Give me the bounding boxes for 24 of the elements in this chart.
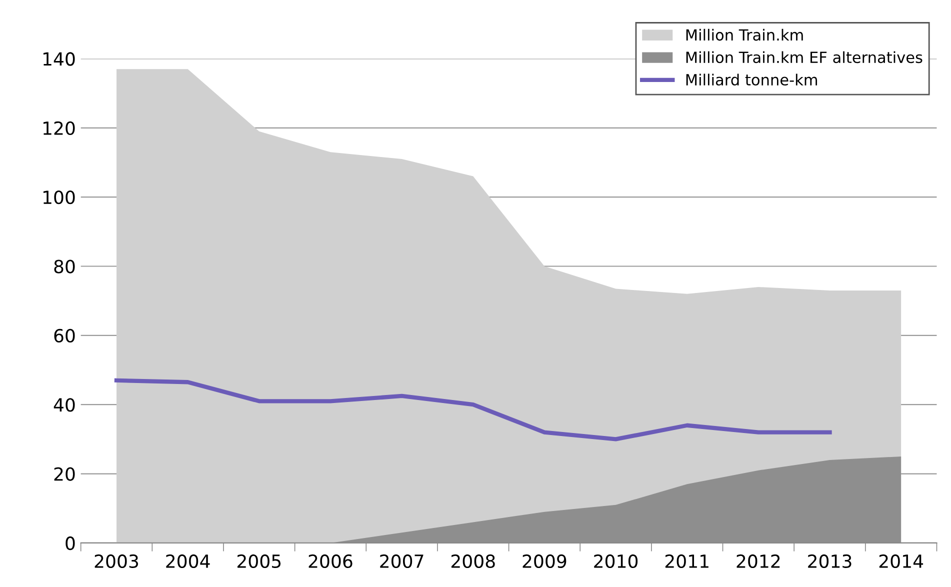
x-tick-label: 2014 [879,554,924,568]
line-series [114,378,832,442]
y-tick-label: 100 [43,190,75,204]
y-tick-label: 20 [54,467,75,481]
y-tick-label: 40 [54,398,75,412]
legend-label: Million Train.km EF alternatives [686,51,922,64]
x-tick-label: 2010 [594,554,638,568]
x-tick-label: 2007 [380,554,424,568]
y-tick-label: 60 [54,328,75,343]
y-tick-label: 0 [66,536,75,550]
x-tick-label: 2008 [451,554,495,568]
x-tick-label: 2011 [665,554,708,568]
y-tick-label: 140 [43,52,75,66]
x-tick-label: 2009 [522,554,566,568]
y-tick-label: 80 [54,260,75,274]
x-tick-label: 2012 [736,554,780,568]
legend-label: Million Train.km [686,28,803,41]
x-tick-label: 2013 [808,554,852,568]
y-tick-label: 120 [43,121,75,135]
x-tick-label: 2004 [166,554,210,568]
x-tick-label: 2005 [237,554,281,568]
x-tick-label: 2003 [94,554,138,568]
x-tick-label: 2006 [308,554,352,568]
legend-label: Milliard tonne-km [686,74,818,86]
